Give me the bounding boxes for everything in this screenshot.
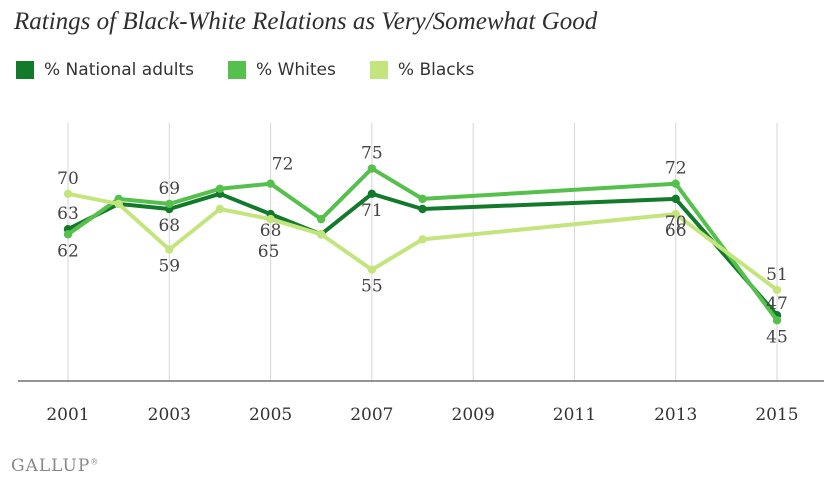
data-point-0-6 (367, 189, 377, 199)
data-point-2-0 (63, 189, 73, 199)
data-label: 59 (158, 256, 180, 276)
data-label: 63 (57, 204, 79, 224)
x-tick-label: 2003 (148, 405, 191, 425)
legend-swatch-national (16, 61, 34, 79)
x-tick-label: 2009 (452, 405, 495, 425)
data-point-1-7 (418, 194, 427, 204)
data-point-0-8 (671, 194, 680, 204)
legend-item-blacks: % Blacks (369, 60, 475, 80)
x-tick-label: 2007 (350, 405, 393, 425)
data-label: 70 (57, 169, 79, 189)
data-point-2-2 (165, 245, 174, 254)
data-label: 66 (665, 221, 687, 241)
series-line-1 (66, 166, 779, 323)
data-point-1-8 (671, 179, 680, 188)
data-point-1-3 (215, 184, 225, 193)
data-label: 68 (158, 216, 180, 236)
legend-label-national: % National adults (44, 60, 195, 80)
data-label: 70 (665, 213, 687, 233)
data-label: 75 (361, 144, 383, 164)
data-label: 69 (158, 179, 180, 199)
legend-label-whites: % Whites (256, 60, 336, 80)
data-point-0-7 (418, 204, 427, 214)
logo-registered-mark: ® (90, 457, 100, 467)
legend-item-national: % National adults (16, 60, 194, 80)
data-point-2-5 (317, 230, 326, 239)
x-tick-label: 2005 (249, 405, 292, 425)
data-label: 65 (258, 242, 280, 262)
data-point-1-6 (367, 164, 377, 173)
data-point-1-0 (63, 230, 73, 239)
data-label: 72 (272, 155, 294, 175)
data-point-2-8 (671, 209, 680, 219)
data-point-1-5 (317, 214, 326, 224)
series-line-0 (66, 191, 779, 318)
data-label: 68 (260, 221, 282, 241)
legend-swatch-blacks (369, 61, 388, 79)
x-tick-label: 2001 (46, 405, 89, 425)
data-point-1-4 (266, 179, 275, 188)
data-label: 71 (361, 201, 383, 221)
data-point-2-9 (772, 285, 782, 295)
x-tick-label: 2015 (755, 405, 798, 425)
data-point-2-1 (114, 199, 123, 209)
series-line-2 (66, 191, 779, 292)
data-point-2-3 (215, 204, 225, 214)
data-point-1-2 (165, 199, 174, 209)
gallup-logo: GALLUP® (11, 456, 99, 476)
legend-item-whites: % Whites (228, 60, 336, 80)
legend-label-blacks: % Blacks (397, 60, 475, 80)
chart-title: Ratings of Black-White Relations as Very… (14, 8, 598, 35)
legend: % National adults % Whites % Blacks (16, 60, 474, 80)
data-label: 62 (57, 241, 79, 261)
legend-swatch-whites (228, 61, 247, 79)
data-point-2-4 (266, 214, 275, 224)
data-label: 72 (665, 159, 687, 179)
x-tick-label: 2011 (553, 405, 596, 425)
data-label: 47 (766, 294, 788, 314)
data-point-2-7 (418, 235, 427, 244)
data-label: 45 (766, 327, 788, 347)
data-point-2-6 (367, 265, 377, 274)
data-point-1-9 (772, 316, 782, 325)
data-label: 51 (766, 265, 788, 285)
data-label: 55 (361, 277, 383, 297)
logo-text: GALLUP (11, 456, 91, 476)
x-tick-label: 2013 (654, 405, 697, 425)
